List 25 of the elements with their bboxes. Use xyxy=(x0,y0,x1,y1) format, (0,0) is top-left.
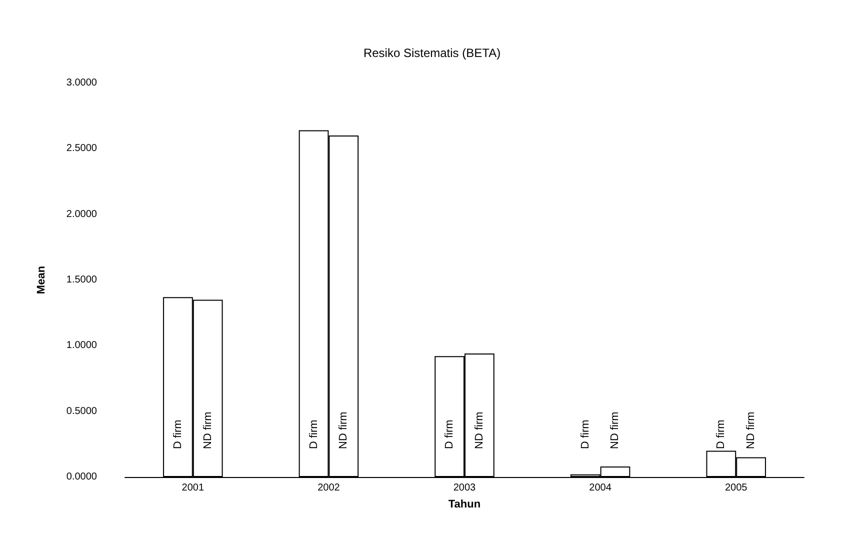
text: D firm xyxy=(444,420,456,449)
text: D firm xyxy=(308,420,320,449)
x-tick-label: 2001 xyxy=(182,482,204,494)
y-tick-label: 3.0000 xyxy=(66,78,98,88)
y-tick-label: 1.5000 xyxy=(66,274,98,286)
text: ND firm xyxy=(338,412,350,449)
y-tick-label: 2.5000 xyxy=(66,143,98,154)
y-tick-label: 1.0000 xyxy=(66,340,98,352)
y-tick-label: 2.0000 xyxy=(66,208,98,220)
y-tick-label: 0.0000 xyxy=(66,472,98,482)
x-tick-label: 2004 xyxy=(589,482,612,494)
x-tick-label: 2002 xyxy=(318,482,340,494)
y-tick-label: 0.5000 xyxy=(66,406,98,417)
text: ND firm xyxy=(745,412,758,449)
chart-title: Resiko Sistematis (BETA) xyxy=(363,46,501,60)
text: ND firm xyxy=(609,412,622,449)
x-tick-label: 2003 xyxy=(453,482,476,494)
series-label: ND firm xyxy=(202,412,214,449)
x-axis-title: Tahun xyxy=(448,498,481,510)
text: ND firm xyxy=(473,412,486,449)
text: D firm xyxy=(579,420,592,449)
y-axis-title: Mean xyxy=(36,266,48,294)
text: D firm xyxy=(172,420,184,449)
text: D firm xyxy=(715,420,728,449)
x-tick-label: 2005 xyxy=(724,482,748,494)
